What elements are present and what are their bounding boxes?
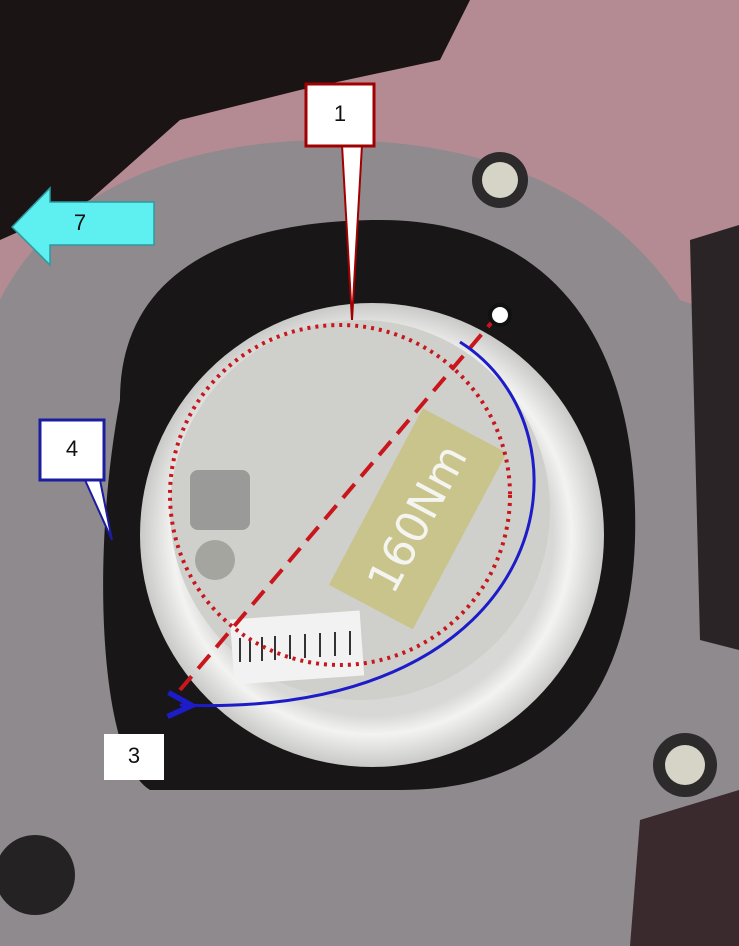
dark-area	[0, 0, 470, 240]
grommet	[0, 835, 75, 915]
callout-box	[104, 734, 164, 780]
barcode	[229, 610, 365, 685]
arrow-label: 7	[74, 210, 86, 235]
callout-label: 3	[128, 743, 140, 768]
dark-edge	[690, 225, 739, 650]
dashed-line	[178, 320, 494, 692]
connector	[190, 470, 250, 530]
callout-pointer	[341, 144, 363, 321]
callout-box	[38, 418, 106, 482]
direction-arrow	[10, 186, 155, 267]
marker-circle	[488, 303, 512, 327]
callout-label: 4	[66, 436, 78, 461]
grommet-center	[482, 162, 518, 198]
pump-cover	[170, 320, 550, 700]
rotation-arrow	[180, 340, 536, 706]
callout-box	[304, 82, 376, 148]
callout-label: 1	[334, 101, 346, 126]
grommet-center	[665, 745, 705, 785]
barcode-lines	[239, 631, 351, 662]
callout-pointer	[84, 479, 113, 541]
corner	[630, 790, 739, 946]
dotted-circle	[168, 323, 512, 667]
fitting	[195, 540, 235, 580]
